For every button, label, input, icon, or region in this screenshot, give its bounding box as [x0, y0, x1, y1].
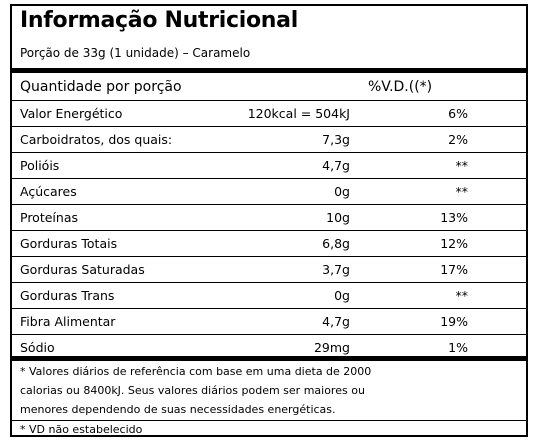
- nutrient-name: Açúcares: [20, 184, 77, 199]
- nutrition-facts-panel: Informação Nutricional Porção de 33g (1 …: [10, 4, 528, 437]
- serving-size: Porção de 33g (1 unidade) – Caramelo: [20, 46, 251, 60]
- nutrient-name: Carboidratos, dos quais:: [20, 132, 173, 147]
- footnote-divider: [12, 420, 526, 421]
- footnote-vd-not-established: * VD não estabelecido: [20, 423, 143, 436]
- nutrient-quantity: 120kcal = 504kJ: [247, 106, 350, 121]
- nutrient-quantity: 10g: [326, 210, 350, 225]
- table-row: Proteínas 10g 13%: [12, 204, 526, 230]
- nutrient-quantity: 3,7g: [322, 262, 350, 277]
- nutrient-quantity: 0g: [334, 288, 350, 303]
- footnote-line: * Valores diários de referência com base…: [20, 365, 372, 378]
- thick-divider-top: [12, 68, 526, 73]
- header-quantity-label: Quantidade por porção: [20, 79, 182, 95]
- nutrient-vd: **: [455, 158, 469, 173]
- nutrient-quantity: 4,7g: [322, 314, 350, 329]
- nutrient-vd: 6%: [448, 106, 468, 121]
- table-header: Quantidade por porção %V.D.((*): [12, 74, 526, 100]
- nutrient-quantity: 0g: [334, 184, 350, 199]
- nutrient-vd: **: [455, 184, 469, 199]
- nutrient-name: Valor Energético: [20, 106, 123, 121]
- footnote-line: menores dependendo de suas necessidades …: [20, 403, 336, 416]
- nutrient-quantity: 7,3g: [322, 132, 350, 147]
- nutrient-vd: 12%: [440, 236, 468, 251]
- nutrient-name: Sódio: [20, 340, 55, 355]
- nutrient-vd: 1%: [448, 340, 468, 355]
- nutrient-quantity: 4,7g: [322, 158, 350, 173]
- panel-title: Informação Nutricional: [20, 8, 298, 33]
- table-row: Polióis 4,7g **: [12, 152, 526, 178]
- table-row: Carboidratos, dos quais: 7,3g 2%: [12, 126, 526, 152]
- table-row: Gorduras Saturadas 3,7g 17%: [12, 256, 526, 282]
- footnote-line: calorias ou 8400kJ. Seus valores diários…: [20, 384, 365, 397]
- nutrient-vd: 13%: [440, 210, 468, 225]
- header-vd-label: %V.D.((*): [368, 79, 433, 95]
- table-row: Gorduras Totais 6,8g 12%: [12, 230, 526, 256]
- nutrient-vd: **: [455, 288, 469, 303]
- table-row: Sódio 29mg 1%: [12, 334, 526, 360]
- nutrient-name: Gorduras Totais: [20, 236, 118, 251]
- thick-divider-bottom: [12, 356, 526, 361]
- nutrient-quantity: 29mg: [313, 340, 350, 355]
- nutrient-name: Polióis: [20, 158, 60, 173]
- table-row: Gorduras Trans 0g **: [12, 282, 526, 308]
- nutrient-name: Fibra Alimentar: [20, 314, 116, 329]
- nutrient-name: Gorduras Trans: [20, 288, 115, 303]
- nutrient-name: Gorduras Saturadas: [20, 262, 145, 277]
- nutrient-quantity: 6,8g: [322, 236, 350, 251]
- nutrient-vd: 19%: [440, 314, 468, 329]
- nutrient-name: Proteínas: [20, 210, 78, 225]
- table-row: Açúcares 0g **: [12, 178, 526, 204]
- nutrient-vd: 17%: [440, 262, 468, 277]
- nutrient-vd: 2%: [448, 132, 468, 147]
- table-row: Fibra Alimentar 4,7g 19%: [12, 308, 526, 334]
- table-row: Valor Energético 120kcal = 504kJ 6%: [12, 100, 526, 126]
